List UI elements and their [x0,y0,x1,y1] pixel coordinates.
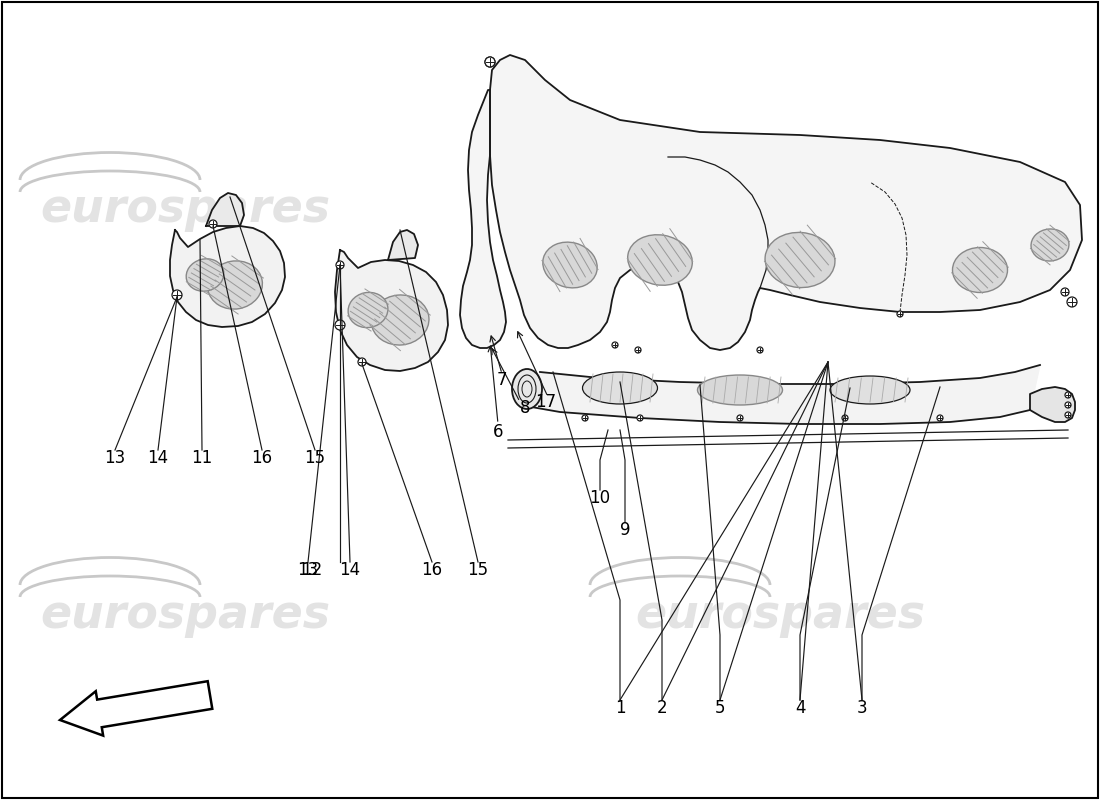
Polygon shape [170,226,285,327]
Text: 13: 13 [104,449,125,467]
Text: 15: 15 [468,561,488,579]
Ellipse shape [830,376,910,404]
Text: 16: 16 [252,449,273,467]
Text: 2: 2 [657,699,668,717]
Text: 10: 10 [590,489,610,507]
Circle shape [1065,392,1071,398]
Ellipse shape [628,234,692,286]
Text: 1: 1 [615,699,625,717]
Circle shape [1062,288,1069,296]
Circle shape [485,57,495,67]
Ellipse shape [371,295,429,345]
Text: eurospares: eurospares [635,593,925,638]
Ellipse shape [186,258,223,291]
Circle shape [637,415,644,421]
Polygon shape [1030,387,1075,422]
Circle shape [737,415,742,421]
Circle shape [896,311,903,317]
Polygon shape [388,230,418,260]
Ellipse shape [583,372,658,404]
Text: eurospares: eurospares [40,187,330,233]
Text: 7: 7 [497,371,507,389]
Ellipse shape [1031,229,1069,261]
Circle shape [1067,297,1077,307]
Polygon shape [490,55,1082,350]
Text: 8: 8 [519,399,530,417]
Text: 11: 11 [191,449,212,467]
Text: 9: 9 [619,521,630,539]
Text: 3: 3 [857,699,867,717]
Text: 14: 14 [147,449,168,467]
Circle shape [485,57,495,67]
Circle shape [937,415,943,421]
Circle shape [1065,412,1071,418]
Circle shape [336,261,344,269]
Polygon shape [520,365,1040,424]
Circle shape [612,342,618,348]
Text: 16: 16 [421,561,442,579]
Ellipse shape [348,292,388,328]
Circle shape [172,290,182,300]
Ellipse shape [953,247,1008,293]
Circle shape [1065,402,1071,408]
Ellipse shape [766,233,835,287]
Ellipse shape [208,261,263,309]
Polygon shape [460,90,506,348]
Circle shape [209,220,217,228]
Ellipse shape [512,369,542,409]
Text: eurospares: eurospares [635,187,925,233]
Ellipse shape [697,375,782,405]
Text: 14: 14 [340,561,361,579]
Circle shape [358,358,366,366]
Text: eurospares: eurospares [40,593,330,638]
Polygon shape [206,193,244,226]
Text: 13: 13 [297,561,319,579]
Text: 6: 6 [493,423,504,441]
Circle shape [635,347,641,353]
Circle shape [582,415,588,421]
Text: 4: 4 [794,699,805,717]
Text: 15: 15 [305,449,326,467]
Text: 12: 12 [301,561,322,579]
Text: 5: 5 [715,699,725,717]
Text: 17: 17 [536,393,557,411]
Circle shape [336,320,345,330]
Circle shape [842,415,848,421]
Polygon shape [336,250,448,371]
Circle shape [757,347,763,353]
FancyArrow shape [60,681,212,736]
Ellipse shape [542,242,597,288]
